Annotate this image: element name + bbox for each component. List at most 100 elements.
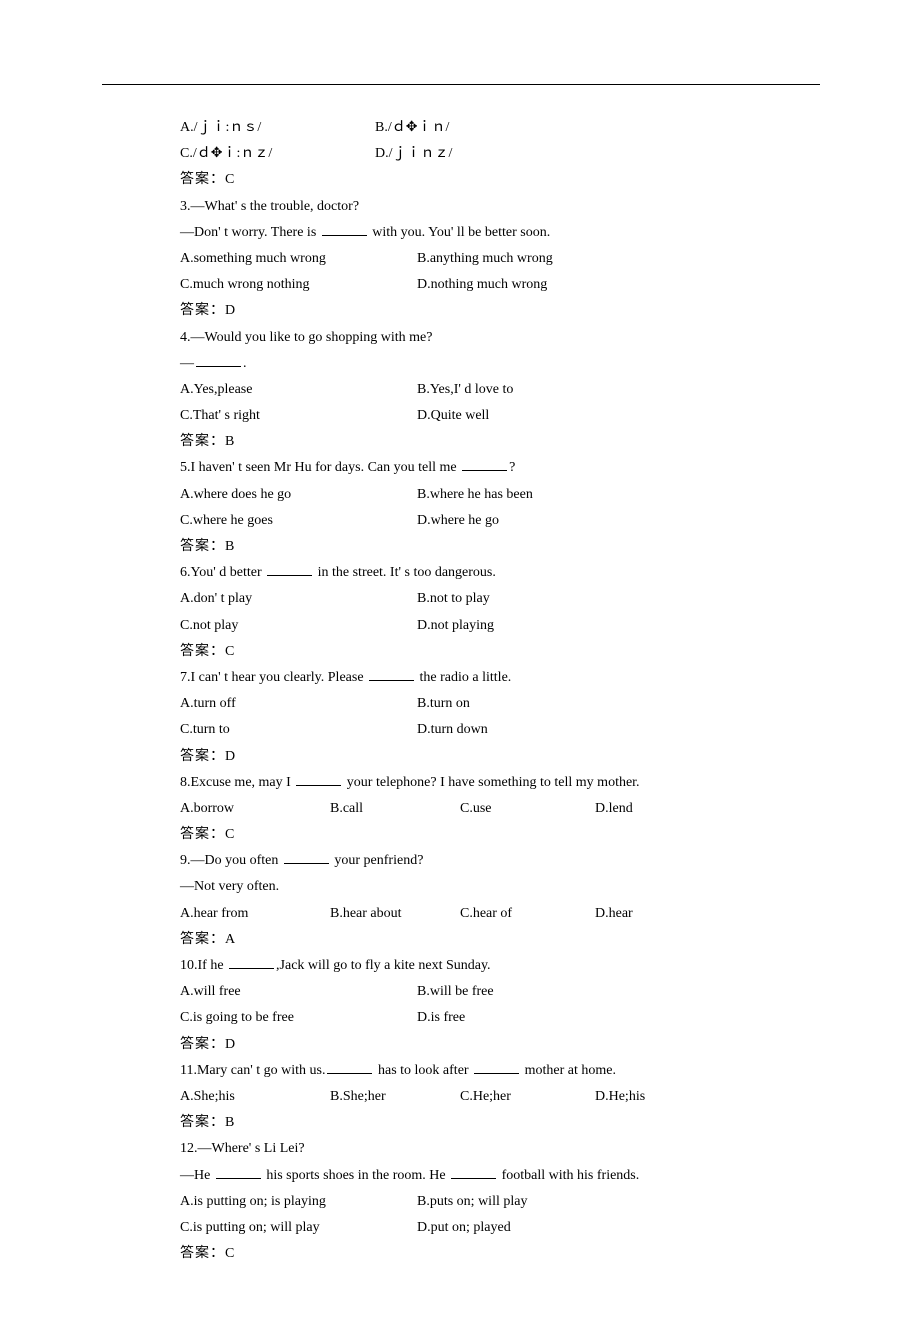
q9-option-a: A.hear from bbox=[180, 901, 330, 926]
header-rule bbox=[102, 84, 820, 85]
q3-options-row2: C.much wrong nothing D.nothing much wron… bbox=[180, 272, 750, 297]
q8-option-d: D.lend bbox=[595, 796, 633, 821]
q5-stem-a: 5.I haven' t seen Mr Hu for days. Can yo… bbox=[180, 460, 460, 475]
q7-options-row1: A.turn off B.turn on bbox=[180, 691, 750, 716]
q9-stem-2: —Not very often. bbox=[180, 874, 750, 899]
q9-stem-1a: 9.—Do you often bbox=[180, 853, 282, 868]
q8-answer: 答案：C bbox=[180, 822, 750, 847]
q10-option-d: D.is free bbox=[417, 1005, 465, 1030]
q6-stem-b: in the street. It' s too dangerous. bbox=[314, 565, 496, 580]
q5-stem: 5.I haven' t seen Mr Hu for days. Can yo… bbox=[180, 455, 750, 480]
q2-options-row1: A./ｊｉ:ｎｓ/ B./ｄ✥ｉｎ/ bbox=[180, 115, 750, 140]
q3-option-d: D.nothing much wrong bbox=[417, 272, 547, 297]
q10-answer: 答案：D bbox=[180, 1032, 750, 1057]
q7-stem-a: 7.I can' t hear you clearly. Please bbox=[180, 670, 367, 685]
q10-option-b: B.will be free bbox=[417, 979, 494, 1004]
q2-options-row2: C./ｄ✥ｉ:ｎｚ/ D./ｊｉｎｚ/ bbox=[180, 141, 750, 166]
q8-stem: 8.Excuse me, may I your telephone? I hav… bbox=[180, 770, 750, 795]
q11-option-c: C.He;her bbox=[460, 1084, 595, 1109]
content-area: A./ｊｉ:ｎｓ/ B./ｄ✥ｉｎ/ C./ｄ✥ｉ:ｎｚ/ D./ｊｉｎｚ/ 答… bbox=[180, 115, 750, 1266]
q12-option-c: C.is putting on; will play bbox=[180, 1215, 417, 1240]
q6-options-row2: C.not play D.not playing bbox=[180, 613, 750, 638]
q12-stem-2a: —He bbox=[180, 1168, 214, 1183]
q5-stem-b: ? bbox=[509, 460, 515, 475]
blank bbox=[322, 222, 367, 236]
q2-answer: 答案：C bbox=[180, 167, 750, 192]
q3-options-row1: A.something much wrong B.anything much w… bbox=[180, 246, 750, 271]
q10-stem-b: ,Jack will go to fly a kite next Sunday. bbox=[276, 958, 491, 973]
q12-options-row2: C.is putting on; will play D.put on; pla… bbox=[180, 1215, 750, 1240]
q3-option-a: A.something much wrong bbox=[180, 246, 417, 271]
q8-options-row: A.borrow B.call C.use D.lend bbox=[180, 796, 750, 821]
q4-option-d: D.Quite well bbox=[417, 403, 489, 428]
q9-option-c: C.hear of bbox=[460, 901, 595, 926]
q10-option-a: A.will free bbox=[180, 979, 417, 1004]
q4-option-a: A.Yes,please bbox=[180, 377, 417, 402]
q8-stem-b: your telephone? I have something to tell… bbox=[343, 775, 639, 790]
q6-answer: 答案：C bbox=[180, 639, 750, 664]
q10-option-c: C.is going to be free bbox=[180, 1005, 417, 1030]
q3-stem-2: —Don' t worry. There is with you. You' l… bbox=[180, 220, 750, 245]
q5-options-row1: A.where does he go B.where he has been bbox=[180, 482, 750, 507]
q9-stem-1: 9.—Do you often your penfriend? bbox=[180, 848, 750, 873]
q6-options-row1: A.don' t play B.not to play bbox=[180, 586, 750, 611]
q4-answer: 答案：B bbox=[180, 429, 750, 454]
q12-answer: 答案：C bbox=[180, 1241, 750, 1266]
q6-stem-a: 6.You' d better bbox=[180, 565, 265, 580]
blank bbox=[267, 562, 312, 576]
q10-stem: 10.If he ,Jack will go to fly a kite nex… bbox=[180, 953, 750, 978]
q6-option-d: D.not playing bbox=[417, 613, 494, 638]
q6-option-b: B.not to play bbox=[417, 586, 490, 611]
q12-stem-2b: his sports shoes in the room. He bbox=[263, 1168, 449, 1183]
q11-stem-a: 11.Mary can' t go with us. bbox=[180, 1063, 325, 1078]
q3-option-b: B.anything much wrong bbox=[417, 246, 553, 271]
blank bbox=[296, 772, 341, 786]
q2-option-b: B./ｄ✥ｉｎ/ bbox=[375, 115, 449, 140]
q7-option-c: C.turn to bbox=[180, 717, 417, 742]
q6-option-a: A.don' t play bbox=[180, 586, 417, 611]
q5-option-a: A.where does he go bbox=[180, 482, 417, 507]
q11-option-d: D.He;his bbox=[595, 1084, 645, 1109]
q2-option-c: C./ｄ✥ｉ:ｎｚ/ bbox=[180, 141, 375, 166]
q11-option-a: A.She;his bbox=[180, 1084, 330, 1109]
q3-stem-2b: with you. You' ll be better soon. bbox=[369, 225, 550, 240]
q7-option-b: B.turn on bbox=[417, 691, 470, 716]
q11-answer: 答案：B bbox=[180, 1110, 750, 1135]
q6-stem: 6.You' d better in the street. It' s too… bbox=[180, 560, 750, 585]
q4-stem-2: —. bbox=[180, 351, 750, 376]
q8-option-c: C.use bbox=[460, 796, 595, 821]
q9-option-b: B.hear about bbox=[330, 901, 460, 926]
q10-stem-a: 10.If he bbox=[180, 958, 227, 973]
q11-options-row: A.She;his B.She;her C.He;her D.He;his bbox=[180, 1084, 750, 1109]
q3-stem-2a: —Don' t worry. There is bbox=[180, 225, 320, 240]
q2-option-d: D./ｊｉｎｚ/ bbox=[375, 141, 452, 166]
blank bbox=[284, 850, 329, 864]
q5-option-c: C.where he goes bbox=[180, 508, 417, 533]
q12-stem-1: 12.—Where' s Li Lei? bbox=[180, 1136, 750, 1161]
q9-answer: 答案：A bbox=[180, 927, 750, 952]
q3-stem-1: 3.—What' s the trouble, doctor? bbox=[180, 194, 750, 219]
q7-options-row2: C.turn to D.turn down bbox=[180, 717, 750, 742]
q7-option-d: D.turn down bbox=[417, 717, 488, 742]
q7-option-a: A.turn off bbox=[180, 691, 417, 716]
q12-option-b: B.puts on; will play bbox=[417, 1189, 527, 1214]
q4-options-row1: A.Yes,please B.Yes,I' d love to bbox=[180, 377, 750, 402]
q4-option-b: B.Yes,I' d love to bbox=[417, 377, 513, 402]
q12-option-d: D.put on; played bbox=[417, 1215, 511, 1240]
blank bbox=[327, 1060, 372, 1074]
q11-stem: 11.Mary can' t go with us. has to look a… bbox=[180, 1058, 750, 1083]
q5-option-d: D.where he go bbox=[417, 508, 499, 533]
q4-options-row2: C.That' s right D.Quite well bbox=[180, 403, 750, 428]
q8-stem-a: 8.Excuse me, may I bbox=[180, 775, 294, 790]
q9-options-row: A.hear from B.hear about C.hear of D.hea… bbox=[180, 901, 750, 926]
blank bbox=[451, 1165, 496, 1179]
q11-option-b: B.She;her bbox=[330, 1084, 460, 1109]
blank bbox=[216, 1165, 261, 1179]
q8-option-b: B.call bbox=[330, 796, 460, 821]
q12-options-row1: A.is putting on; is playing B.puts on; w… bbox=[180, 1189, 750, 1214]
q5-option-b: B.where he has been bbox=[417, 482, 533, 507]
blank bbox=[229, 955, 274, 969]
q4-stem-2a: — bbox=[180, 356, 194, 371]
q3-answer: 答案：D bbox=[180, 298, 750, 323]
q6-option-c: C.not play bbox=[180, 613, 417, 638]
